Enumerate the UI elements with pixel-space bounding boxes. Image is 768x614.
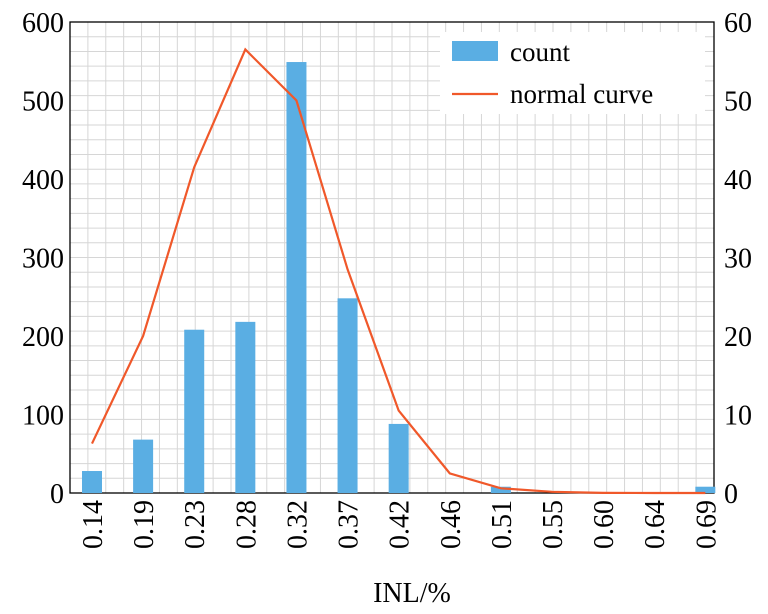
normal-curve-line (91, 47, 706, 495)
left-y-tick-0: 0 (50, 479, 64, 510)
right-y-axis-ticks: 0 10 20 30 40 50 60 (724, 8, 752, 510)
x-tick-0.69: 0.69 (691, 500, 722, 549)
x-tick-0.60: 0.60 (589, 500, 620, 549)
right-y-tick-50: 50 (724, 87, 752, 118)
right-y-tick-60: 60 (724, 8, 752, 39)
bar-0.19 (133, 439, 154, 493)
right-y-tick-40: 40 (724, 165, 752, 196)
legend: count normal curve (440, 32, 705, 114)
bar-0.42 (388, 423, 409, 493)
x-tick-0.46: 0.46 (436, 500, 467, 549)
bar-0.23 (184, 329, 205, 493)
right-y-tick-0: 0 (724, 479, 738, 510)
bar-0.28 (235, 321, 256, 493)
x-axis-label: INL/% (373, 578, 451, 609)
x-tick-0.51: 0.51 (487, 500, 518, 549)
legend-curve-label: normal curve (510, 79, 653, 109)
x-axis-ticks: 0.14 0.19 0.23 0.28 0.32 0.37 0.42 0.46 0.51 0.55… (78, 500, 722, 549)
bar-0.51 (490, 486, 511, 493)
right-y-tick-10: 10 (724, 401, 752, 432)
left-y-tick-100: 100 (22, 401, 64, 432)
legend-count-swatch (452, 41, 498, 61)
right-y-tick-20: 20 (724, 322, 752, 353)
right-y-tick-30: 30 (724, 244, 752, 275)
left-y-tick-300: 300 (22, 244, 64, 275)
left-y-tick-400: 400 (22, 165, 64, 196)
legend-count-label: count (510, 37, 570, 67)
x-tick-0.55: 0.55 (538, 500, 569, 549)
x-tick-0.14: 0.14 (78, 500, 109, 549)
left-y-tick-200: 200 (22, 322, 64, 353)
x-tick-0.32: 0.32 (282, 500, 313, 549)
left-y-tick-500: 500 (22, 87, 64, 118)
x-tick-0.19: 0.19 (129, 500, 160, 549)
x-tick-0.42: 0.42 (385, 500, 416, 549)
bar-0.32 (286, 62, 307, 493)
left-y-axis-ticks: 0 100 200 300 400 500 600 (22, 8, 64, 510)
x-tick-0.28: 0.28 (231, 500, 262, 549)
bar-series (82, 62, 716, 493)
x-tick-0.23: 0.23 (180, 500, 211, 549)
bar-0.14 (82, 471, 102, 493)
left-y-tick-600: 600 (22, 8, 64, 39)
bar-0.37 (337, 298, 358, 493)
x-tick-0.37: 0.37 (334, 500, 365, 549)
bar-0.69 (695, 486, 716, 493)
x-tick-0.64: 0.64 (640, 500, 671, 549)
